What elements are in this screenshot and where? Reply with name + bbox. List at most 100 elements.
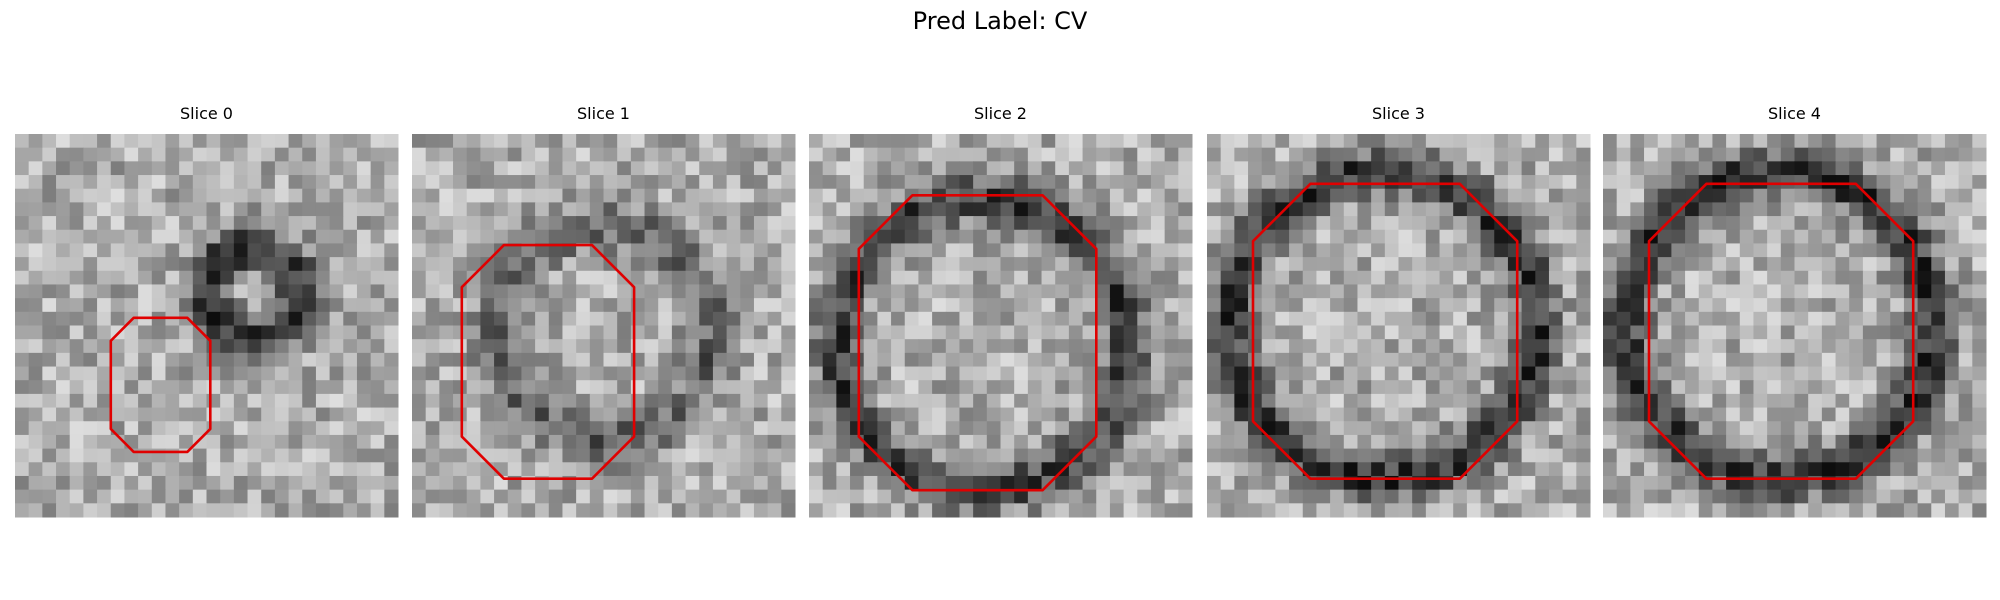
pixel xyxy=(1657,147,1672,162)
pixel xyxy=(1685,284,1700,299)
pixel xyxy=(603,462,618,477)
pixel xyxy=(151,161,166,176)
pixel xyxy=(1521,284,1536,299)
pixel xyxy=(1616,448,1631,463)
pixel xyxy=(1234,434,1249,450)
pixel xyxy=(466,393,481,409)
pixel xyxy=(1289,503,1304,518)
pixel xyxy=(658,229,673,244)
pixel xyxy=(904,380,919,395)
pixel xyxy=(617,339,632,354)
pixel xyxy=(42,489,57,504)
pixel xyxy=(822,503,837,518)
pixel xyxy=(726,434,741,450)
pixel xyxy=(165,284,180,299)
pixel xyxy=(1808,503,1823,518)
pixel xyxy=(1739,270,1754,285)
pixel xyxy=(1480,175,1495,190)
pixel xyxy=(850,298,865,313)
pixel xyxy=(699,503,714,518)
pixel xyxy=(712,216,728,231)
pixel xyxy=(809,229,824,244)
pixel xyxy=(603,434,618,450)
pixel xyxy=(1535,325,1550,340)
pixel xyxy=(1248,243,1263,258)
pixel xyxy=(1903,503,1919,518)
pixel xyxy=(1275,421,1290,436)
pixel xyxy=(83,448,98,463)
pixel xyxy=(1712,325,1727,340)
pixel xyxy=(1150,503,1166,518)
pixel xyxy=(658,380,673,395)
pixel xyxy=(1726,257,1741,272)
pixel xyxy=(836,229,851,244)
pixel xyxy=(1150,366,1166,381)
pixel xyxy=(274,202,290,217)
pixel xyxy=(69,284,84,299)
pixel xyxy=(617,243,632,258)
pixel xyxy=(1657,284,1672,299)
pixel xyxy=(1535,270,1550,285)
pixel xyxy=(1302,366,1317,381)
pixel xyxy=(1944,298,1960,313)
pixel xyxy=(1041,298,1056,313)
pixel xyxy=(69,134,84,149)
pixel xyxy=(535,257,550,272)
pixel xyxy=(699,175,714,190)
pixel xyxy=(1234,243,1249,258)
pixel xyxy=(288,434,303,450)
pixel xyxy=(356,325,372,340)
pixel xyxy=(1808,161,1823,176)
pixel xyxy=(1576,407,1591,422)
pixel xyxy=(1178,339,1193,354)
pixel xyxy=(1466,298,1482,313)
pixel xyxy=(1917,325,1932,340)
pixel xyxy=(1958,503,1973,518)
pixel xyxy=(1685,366,1700,381)
pixel xyxy=(1109,475,1125,491)
pixel xyxy=(439,202,454,217)
pixel xyxy=(809,311,824,326)
pixel xyxy=(1767,339,1782,354)
pixel xyxy=(589,421,604,436)
pixel xyxy=(1398,339,1413,354)
pixel xyxy=(494,202,509,217)
pixel xyxy=(1671,503,1686,518)
pixel xyxy=(904,175,919,190)
pixel xyxy=(1507,325,1523,340)
pixel xyxy=(836,284,851,299)
pixel xyxy=(1261,489,1276,504)
pixel xyxy=(1261,257,1276,272)
pixel xyxy=(370,188,385,203)
pixel xyxy=(836,175,851,190)
pixel xyxy=(671,434,687,450)
pixel xyxy=(1944,448,1960,463)
pixel xyxy=(97,393,112,409)
pixel xyxy=(548,489,563,504)
pixel xyxy=(494,147,509,162)
pixel xyxy=(685,380,700,395)
pixel xyxy=(1753,270,1768,285)
pixel xyxy=(781,161,796,176)
pixel xyxy=(1248,270,1263,285)
pixel xyxy=(1109,352,1125,368)
pixel xyxy=(1890,448,1905,463)
pixel xyxy=(740,325,755,340)
pixel xyxy=(494,311,509,326)
pixel xyxy=(302,188,317,203)
pixel xyxy=(1903,339,1919,354)
pixel xyxy=(42,298,57,313)
pixel xyxy=(1150,448,1166,463)
pixel xyxy=(589,380,604,395)
pixel xyxy=(1890,134,1905,149)
pixel xyxy=(233,489,249,504)
pixel xyxy=(1453,243,1468,258)
pixel xyxy=(1972,325,1987,340)
pixel xyxy=(384,202,399,217)
pixel xyxy=(1494,407,1509,422)
pixel xyxy=(412,421,427,436)
pixel xyxy=(1890,434,1905,450)
pixel xyxy=(1425,175,1441,190)
pixel xyxy=(110,134,125,149)
pixel xyxy=(1507,134,1523,149)
